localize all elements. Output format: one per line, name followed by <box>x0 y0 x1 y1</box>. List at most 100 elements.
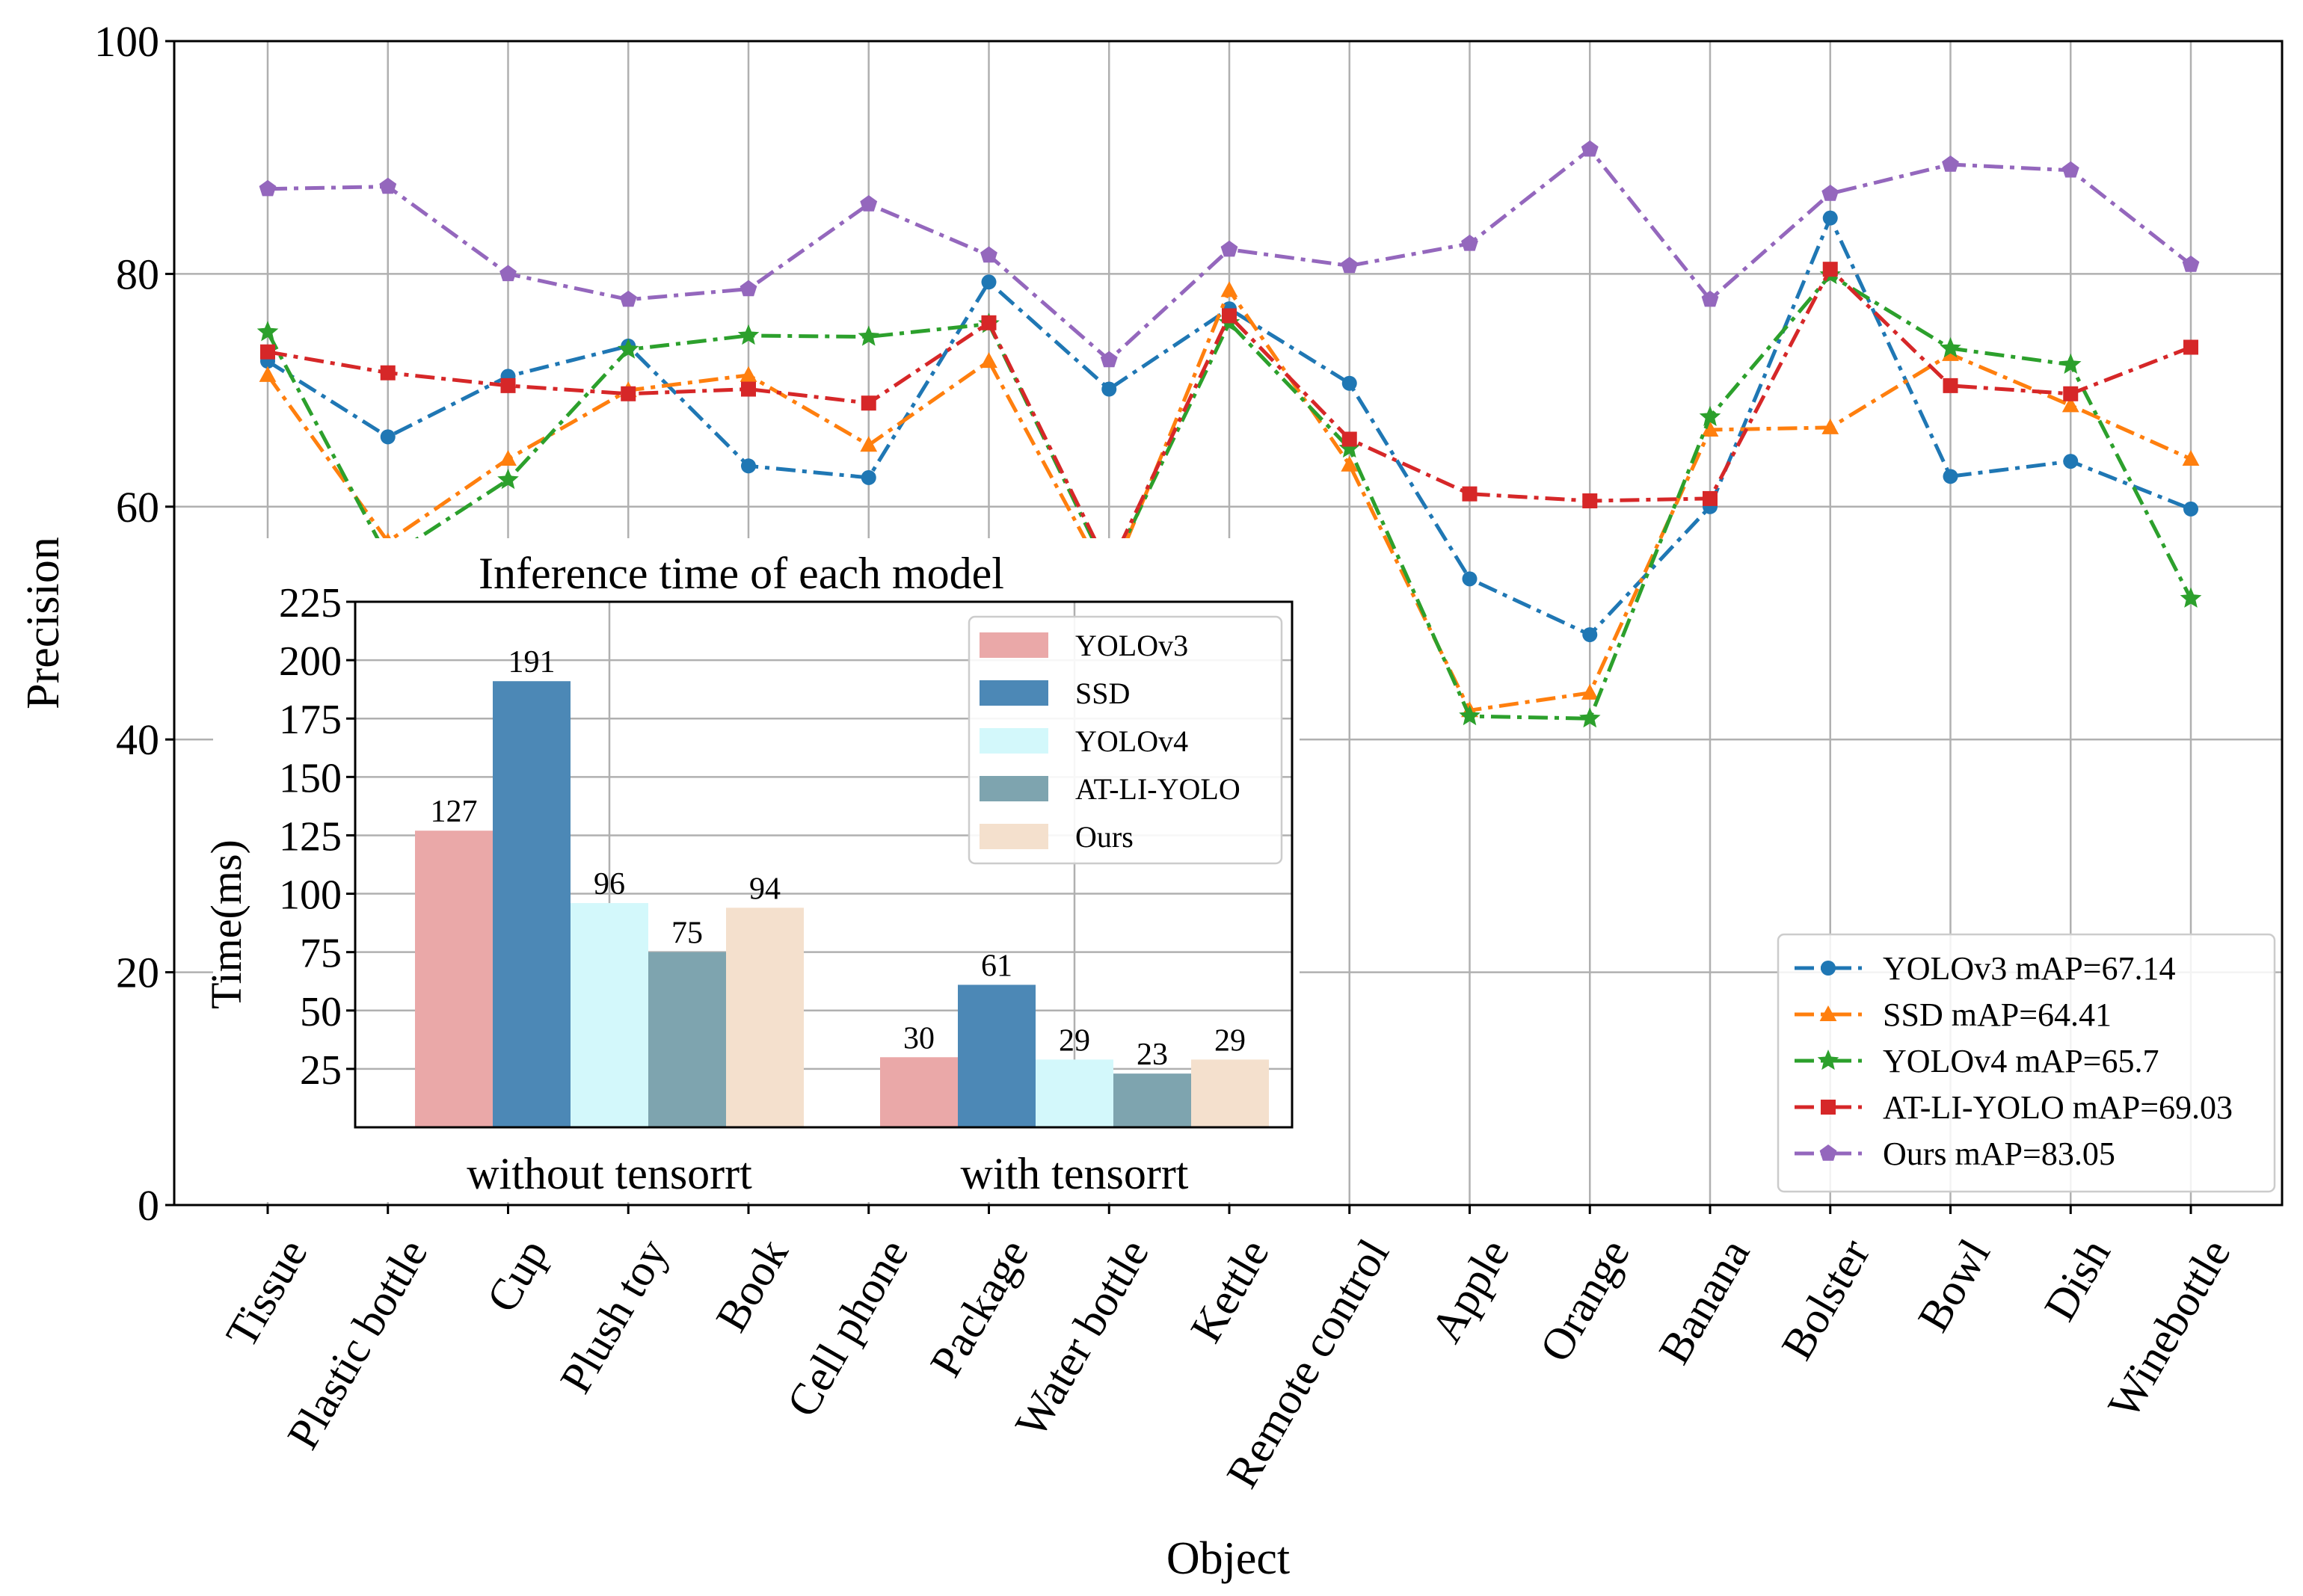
data-point <box>1581 140 1599 157</box>
data-point <box>1821 185 1839 201</box>
inset-bars: 127 191 96 75 94 30 61 29 23 29 <box>415 645 1269 1127</box>
legend-entry: Ours mAP=83.05 <box>1795 1136 2115 1172</box>
inset-legend-entry: Ours <box>980 820 1134 854</box>
data-point <box>860 436 878 452</box>
data-point <box>259 179 277 197</box>
data-point <box>1459 705 1480 726</box>
data-point <box>618 338 639 359</box>
legend-entry: SSD mAP=64.41 <box>1795 996 2112 1033</box>
data-point <box>380 365 396 380</box>
inset-legend-entry: SSD <box>980 677 1130 710</box>
data-point <box>1222 308 1237 324</box>
data-point <box>1582 627 1598 643</box>
data-point <box>256 321 279 342</box>
inset-legend-swatch <box>980 632 1048 658</box>
legend-marker <box>1817 1050 1839 1070</box>
data-point <box>260 344 275 360</box>
data-point <box>1701 421 1719 437</box>
legend-marker <box>1819 1144 1837 1161</box>
data-point <box>2182 255 2200 272</box>
data-point <box>861 395 876 411</box>
inset-ticks: 25 50 75 100 125 150 175 200 225 without tensorrt… <box>279 580 1189 1198</box>
bar-value-label: 29 <box>1059 1023 1090 1058</box>
inset-y-tick-label: 125 <box>279 813 342 860</box>
data-point <box>1582 493 1598 509</box>
legend-box <box>1777 933 2276 1193</box>
bar-yolov3 <box>880 1057 958 1127</box>
legend-label: SSD mAP=64.41 <box>1883 996 2112 1033</box>
data-point <box>2180 587 2202 608</box>
legend-label: Ours mAP=83.05 <box>1883 1136 2115 1172</box>
data-point <box>379 177 397 194</box>
legend-label: YOLOv4 mAP=65.7 <box>1883 1043 2159 1079</box>
inset-y-tick-label: 75 <box>300 931 342 977</box>
data-point <box>2061 161 2079 178</box>
data-point <box>1220 281 1238 298</box>
data-point <box>860 195 878 212</box>
data-point <box>380 429 396 445</box>
y-axis-label: Precision <box>18 537 69 709</box>
data-point <box>981 315 997 330</box>
inset-y-tick-label: 175 <box>279 697 342 743</box>
series-at-li-yolo <box>260 262 2198 576</box>
bar-yolov4 <box>571 903 648 1127</box>
data-point <box>499 449 517 466</box>
bar-value-label: 61 <box>981 949 1012 983</box>
legend-entry: AT-LI-YOLO mAP=69.03 <box>1795 1089 2233 1126</box>
data-point <box>1101 381 1117 397</box>
legend-label: YOLOv3 mAP=67.14 <box>1883 950 2176 987</box>
bar-at-li-yolo <box>1113 1073 1191 1127</box>
inset-legend-swatch <box>980 776 1048 801</box>
data-point <box>1579 707 1601 728</box>
data-point <box>980 352 997 369</box>
data-point <box>1821 418 1839 434</box>
data-point <box>1822 210 1838 226</box>
data-point <box>500 378 516 393</box>
data-point <box>2063 386 2079 401</box>
data-point <box>1341 431 1357 447</box>
data-point <box>1822 262 1838 277</box>
legend-entry: YOLOv3 mAP=67.14 <box>1795 950 2176 987</box>
inset-x-tick-label: without tensorrt <box>467 1149 752 1198</box>
bar-value-label: 191 <box>508 645 556 680</box>
bar-ssd <box>493 681 571 1127</box>
data-point <box>1341 375 1357 391</box>
inset-legend-box <box>968 615 1283 865</box>
bar-value-label: 94 <box>749 872 781 906</box>
legend-marker <box>1821 961 1836 976</box>
data-point <box>737 324 760 345</box>
data-point <box>1462 486 1478 502</box>
bar-value-label: 96 <box>594 867 625 902</box>
data-point <box>1942 155 1959 172</box>
y-tick-label: 60 <box>116 483 159 532</box>
inset-y-tick-label: 150 <box>279 755 342 801</box>
data-point <box>1940 337 1961 358</box>
bar-ours <box>1191 1059 1269 1127</box>
data-point <box>1581 683 1599 700</box>
y-tick-label: 20 <box>116 949 159 997</box>
inset-legend-label: Ours <box>1075 820 1134 854</box>
legend-marker <box>1821 1100 1836 1115</box>
inset-frame <box>354 600 1294 1129</box>
inset-legend-label: SSD <box>1075 677 1130 710</box>
inset-y-tick-label: 225 <box>279 580 342 626</box>
data-point <box>741 381 756 397</box>
bar-value-label: 30 <box>903 1021 935 1056</box>
data-point <box>619 290 637 307</box>
data-point <box>1943 469 1958 484</box>
inset-y-tick-label: 100 <box>279 872 342 919</box>
bar-value-label: 75 <box>671 916 703 951</box>
bar-value-label: 127 <box>431 795 478 829</box>
inset-y-tick-label: 50 <box>300 989 342 1035</box>
inset-legend-entry: YOLOv3 <box>980 629 1188 662</box>
data-point <box>1461 234 1478 251</box>
data-point <box>1703 490 1718 506</box>
data-point <box>1341 256 1359 274</box>
data-point <box>259 366 277 382</box>
bar-at-li-yolo <box>648 952 726 1127</box>
data-point <box>2183 339 2198 355</box>
inset-legend-label: YOLOv4 <box>1075 724 1188 758</box>
inset-legend-entry: AT-LI-YOLO <box>980 772 1240 806</box>
inset-y-tick-label: 200 <box>279 638 342 685</box>
